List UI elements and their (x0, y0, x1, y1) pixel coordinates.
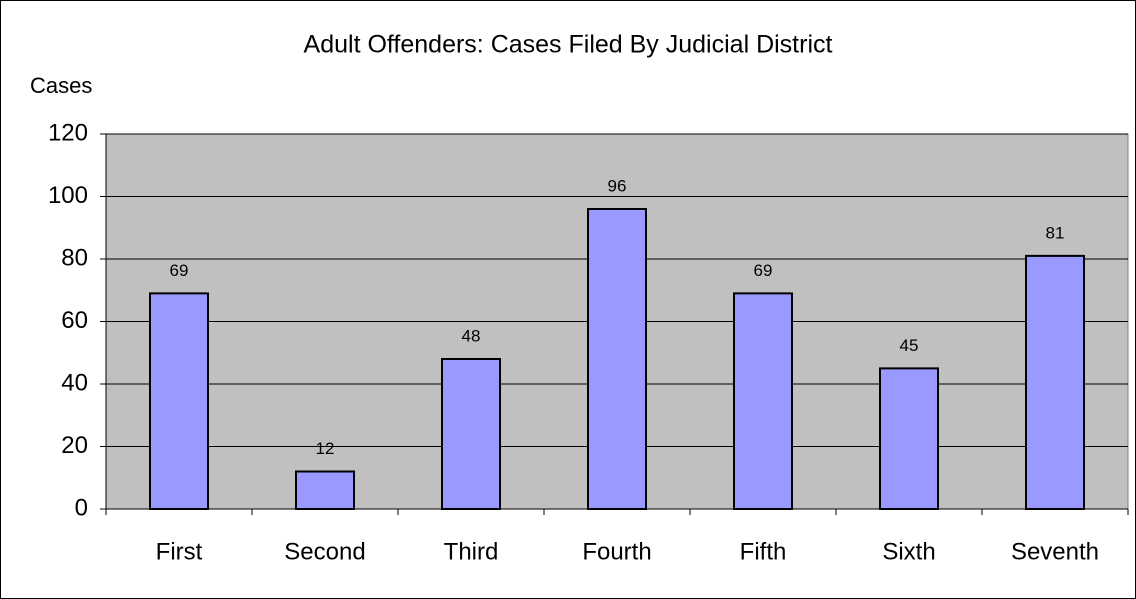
data-label: 96 (608, 176, 627, 195)
bar (879, 367, 939, 510)
y-tick-label: 60 (61, 307, 88, 334)
bar (149, 292, 209, 510)
y-tick-label: 40 (61, 369, 88, 396)
bar (1025, 254, 1085, 510)
y-tick-label: 100 (48, 182, 88, 209)
y-tick-label: 80 (61, 244, 88, 271)
y-tick-label: 120 (48, 119, 88, 146)
x-tick-label: Second (284, 538, 365, 565)
y-tick-label: 20 (61, 432, 88, 459)
bar (441, 358, 501, 510)
x-tick-label: Seventh (1011, 538, 1099, 565)
data-label: 12 (316, 439, 335, 458)
x-tick-label: Fifth (740, 538, 787, 565)
x-tick-label: Sixth (882, 538, 935, 565)
data-label: 45 (900, 336, 919, 355)
chart-title: Adult Offenders: Cases Filed By Judicial… (304, 31, 833, 59)
y-axis-label: Cases (30, 73, 92, 98)
data-label: 81 (1046, 223, 1065, 242)
bar (733, 292, 793, 510)
x-tick-label: First (156, 538, 203, 565)
data-label: 69 (754, 261, 773, 280)
data-label: 48 (462, 326, 481, 345)
bar (587, 208, 647, 510)
data-label: 69 (170, 261, 189, 280)
x-tick-label: Third (444, 538, 499, 565)
x-tick-label: Fourth (582, 538, 651, 565)
y-tick-label: 0 (75, 494, 88, 521)
bar (295, 470, 355, 510)
